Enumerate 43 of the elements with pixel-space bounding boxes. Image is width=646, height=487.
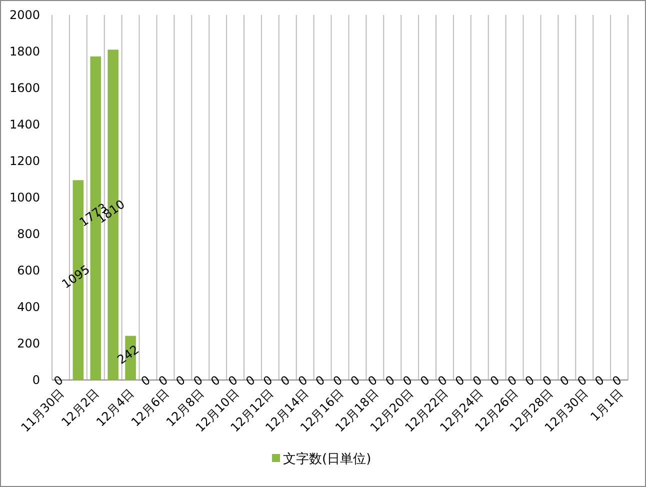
data-label: 0 <box>348 372 362 389</box>
data-label: 0 <box>365 372 380 389</box>
data-label: 0 <box>260 372 276 389</box>
data-label: 0 <box>540 372 554 389</box>
data-label: 0 <box>505 372 520 389</box>
y-tick-label: 1600 <box>9 81 40 95</box>
data-label: 0 <box>226 372 240 389</box>
legend-label: 文字数(日単位) <box>283 451 372 467</box>
data-label: 0 <box>418 372 432 389</box>
y-tick-label: 600 <box>17 264 40 278</box>
data-label: 0 <box>382 372 398 389</box>
data-label: 0 <box>592 372 607 389</box>
data-label: 0 <box>51 372 66 389</box>
data-label: 242 <box>114 342 142 367</box>
data-label: 0 <box>138 372 153 389</box>
data-label: 0 <box>557 372 572 389</box>
y-tick-label: 200 <box>17 336 40 350</box>
data-label: 0 <box>452 372 468 389</box>
data-label: 0 <box>610 372 624 389</box>
data-label: 0 <box>190 372 206 389</box>
data-label: 0 <box>208 372 223 389</box>
data-label: 0 <box>156 372 170 389</box>
data-label: 0 <box>488 372 502 389</box>
data-label: 0 <box>278 372 292 389</box>
data-label: 0 <box>296 372 310 389</box>
data-label: 0 <box>522 372 537 389</box>
data-label: 0 <box>470 372 484 389</box>
data-label: 0 <box>400 372 415 389</box>
data-label: 0 <box>243 372 258 389</box>
y-tick-label: 400 <box>17 300 40 314</box>
data-label: 0 <box>173 372 188 389</box>
y-tick-label: 1400 <box>9 118 40 132</box>
data-label: 0 <box>435 372 450 389</box>
y-tick-label: 1800 <box>9 44 40 58</box>
data-label: 0 <box>574 372 590 389</box>
data-label: 0 <box>313 372 328 389</box>
y-tick-label: 1200 <box>9 154 40 168</box>
y-tick-label: 0 <box>32 373 40 387</box>
y-tick-label: 800 <box>17 227 40 241</box>
y-tick-label: 1000 <box>9 190 40 204</box>
y-tick-label: 2000 <box>9 8 40 22</box>
x-tick-label: 1月1日 <box>588 386 626 424</box>
data-label: 0 <box>330 372 345 389</box>
